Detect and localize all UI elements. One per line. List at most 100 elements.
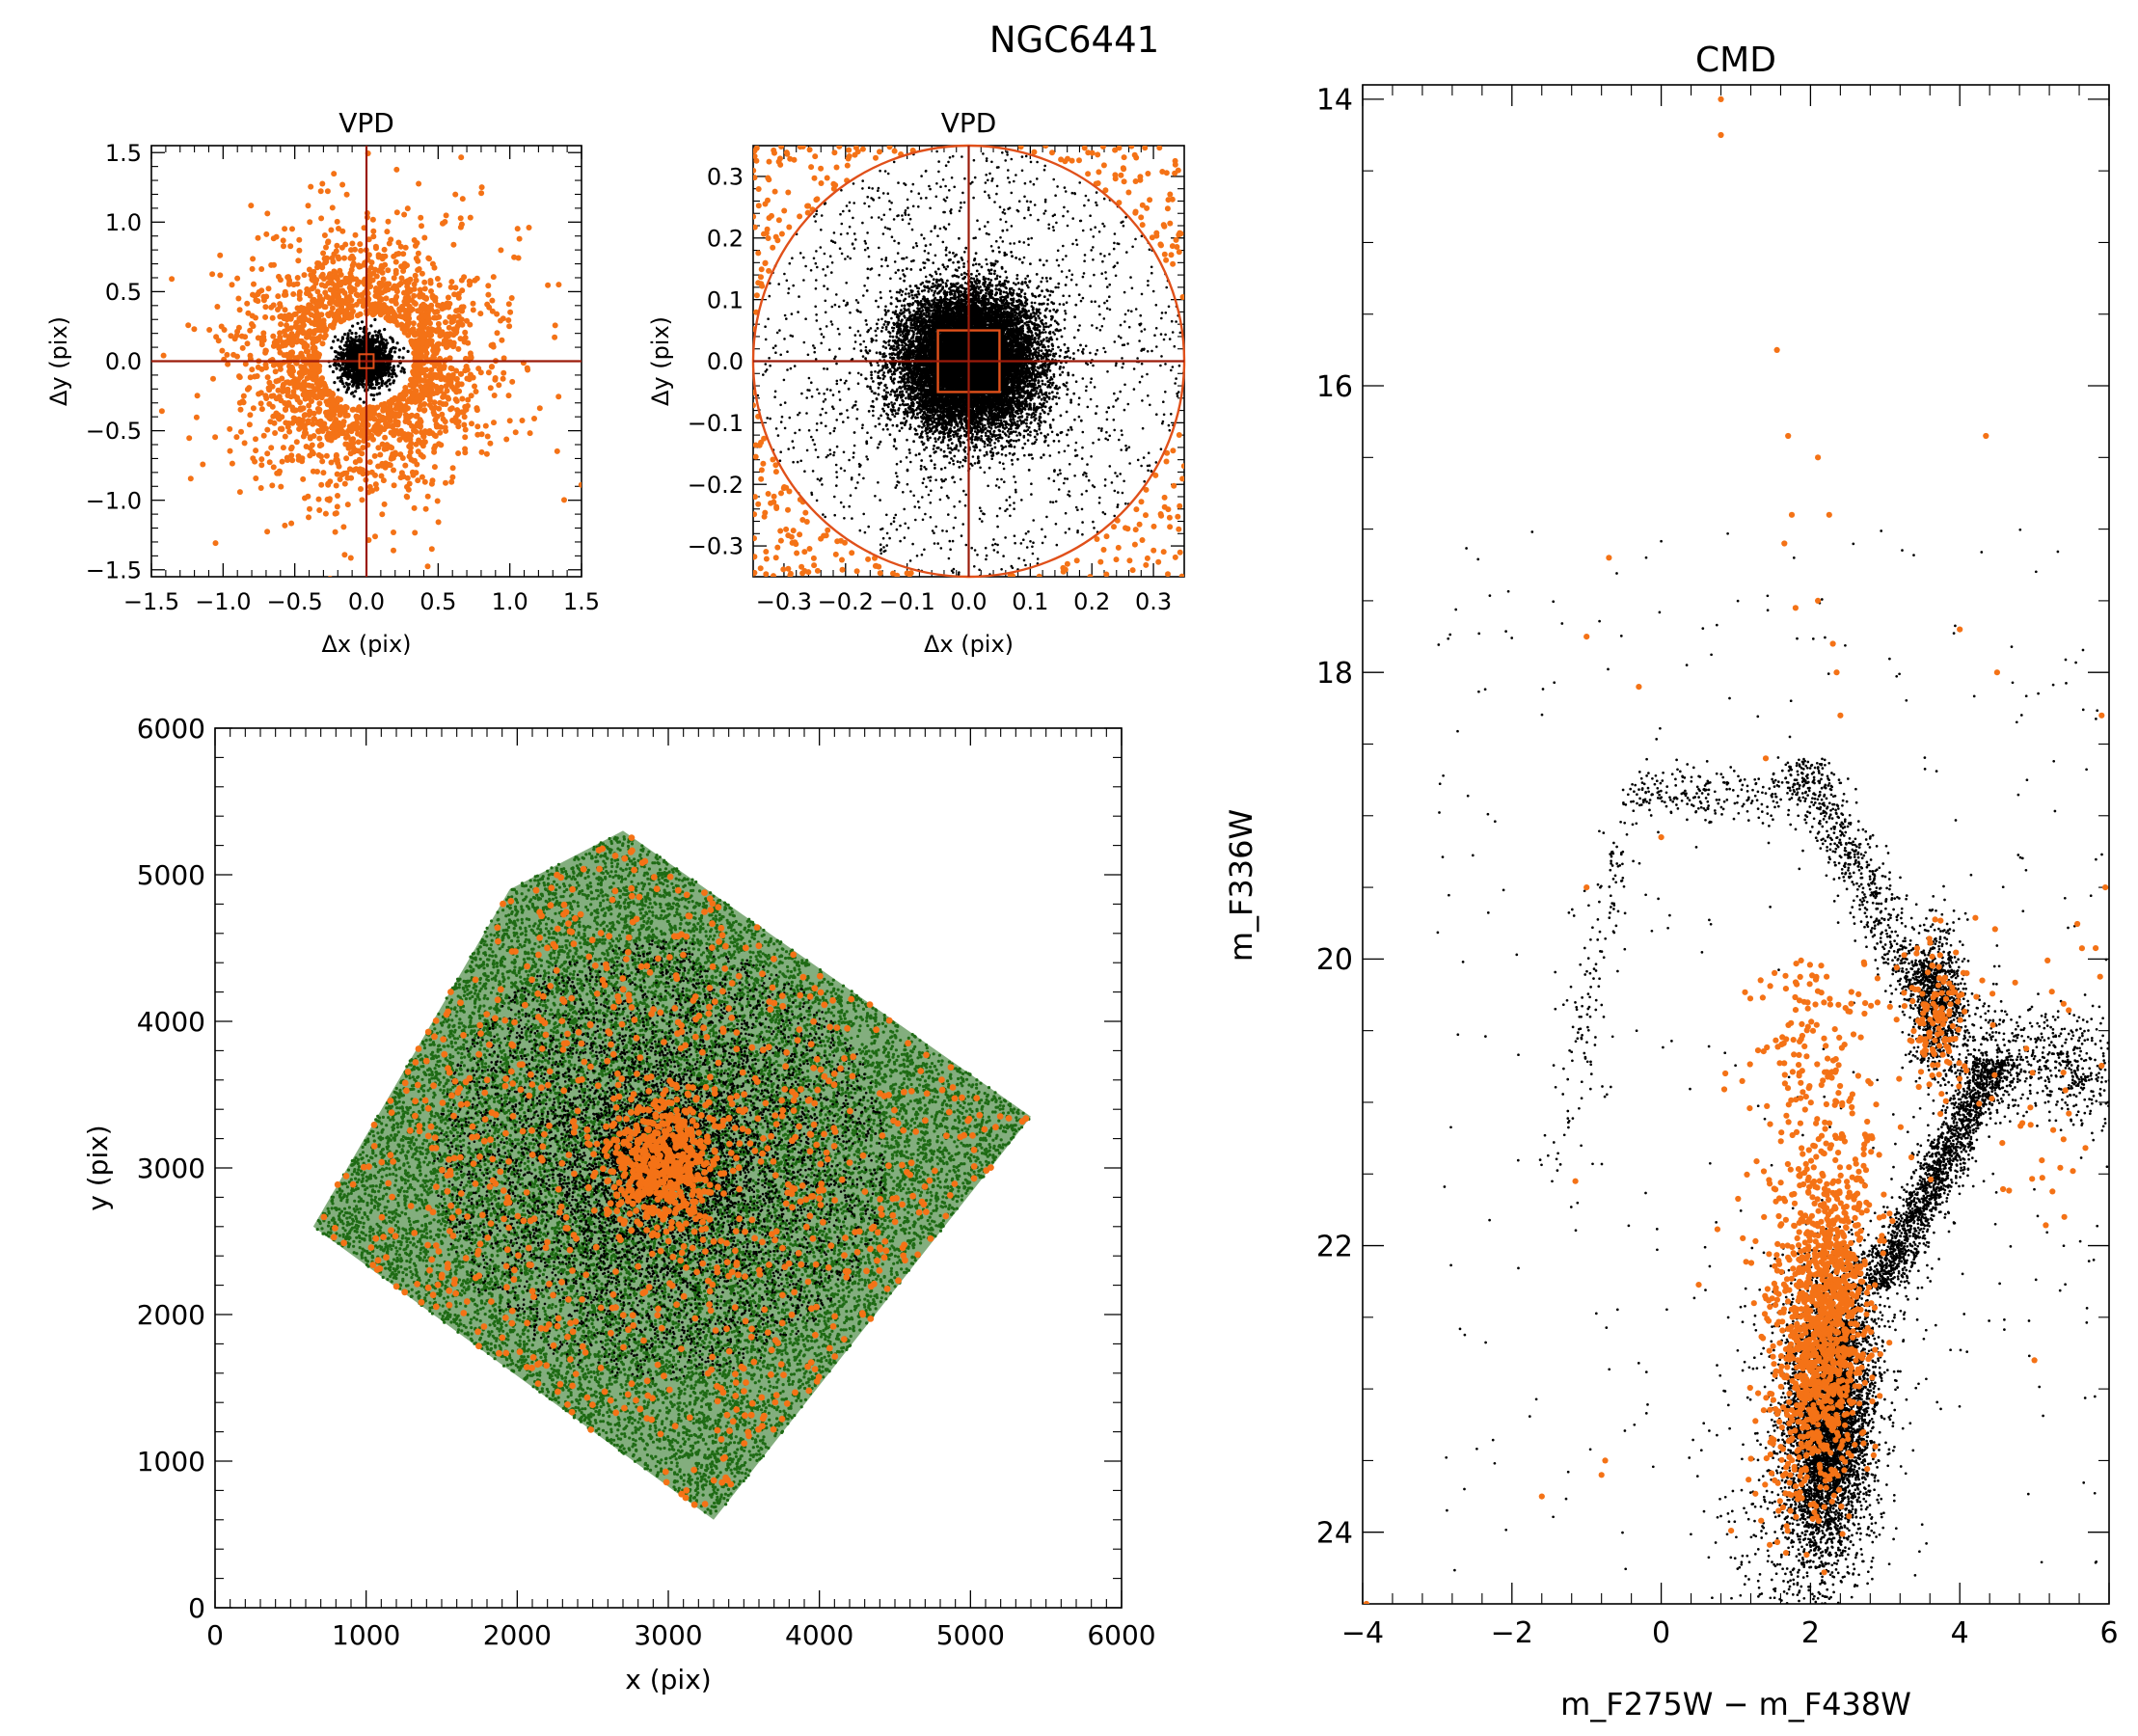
vpd1-member-point (391, 375, 393, 378)
vpd1-member-point (385, 369, 388, 372)
vpd1-member-point (330, 346, 333, 349)
vpd1-member-point (359, 397, 362, 400)
vpd1-member-point (388, 357, 391, 360)
vpd1-member-point (346, 345, 349, 348)
vpd1-member-point (394, 374, 397, 377)
vpd1-member-point (351, 338, 354, 340)
vpd1-member-point (387, 366, 390, 369)
vpd1-member-point (355, 332, 358, 335)
vpd1-member-point (333, 381, 336, 384)
vpd1-member-point (388, 352, 391, 355)
vpd1-member-point (340, 377, 343, 380)
vpd1-xtick-label: −1.5 (123, 588, 179, 615)
vpd1-member-point (376, 356, 379, 359)
vpd1-member-point (335, 350, 338, 353)
vpd1-member-point (337, 376, 339, 379)
vpd1-ytick-label: 0.0 (105, 348, 142, 375)
vpd1-member-point (351, 325, 354, 328)
vpd1-member-point (363, 327, 365, 330)
vpd1-member-point (392, 340, 394, 343)
vpd1-member-point (383, 353, 386, 356)
vpd1-member-point (343, 333, 346, 336)
vpd1-member-point (346, 334, 349, 337)
vpd1-member-point (380, 376, 383, 379)
vpd1-ytick-label: −1.0 (86, 487, 142, 514)
vpd1-member-point (384, 350, 387, 353)
vpd1-member-point (350, 332, 353, 335)
vpd1-member-point (372, 398, 375, 401)
vpd1-member-point (338, 363, 340, 366)
vpd1-member-point (380, 338, 383, 340)
vpd1-member-point (384, 347, 387, 350)
vpd1-member-point (376, 372, 379, 375)
vpd1-member-point (371, 383, 374, 386)
vpd1-member-point (383, 371, 386, 374)
vpd1-member-point (379, 333, 382, 336)
vpd1-member-point (401, 366, 404, 369)
vpd1-ytick-label: 0.5 (105, 279, 142, 306)
vpd1-member-point (379, 340, 382, 343)
vpd1-member-point (329, 365, 332, 367)
vpd1-member-point (388, 378, 391, 381)
vpd1-member-point (356, 339, 359, 342)
vpd1-ytick-label: −1.5 (86, 556, 142, 583)
vpd1-member-point (407, 350, 410, 353)
vpd1-member-point (339, 339, 342, 342)
vpd1-member-point (389, 383, 392, 386)
vpd1-xtick-label: −0.5 (267, 588, 323, 615)
vpd1-member-point (351, 347, 354, 350)
vpd1-member-point (378, 330, 381, 333)
vpd1-member-point (359, 327, 362, 330)
vpd1-member-point (370, 387, 373, 390)
vpd1-ytick-label: 1.5 (105, 140, 142, 167)
vpd1-ytick-label: 1.0 (105, 209, 142, 236)
vpd1-member-point (378, 343, 381, 346)
vpd1-member-point (385, 339, 388, 341)
vpd1-member-point (397, 356, 400, 359)
vpd1-member-point (374, 330, 377, 333)
vpd1-member-point (378, 392, 381, 394)
vpd1-member-point (333, 364, 336, 366)
vpd1-member-point (402, 347, 405, 350)
vpd1-member-point (346, 339, 349, 342)
vpd1-member-point (385, 381, 388, 384)
vpd1-member-point (392, 379, 395, 382)
vpd1-member-point (361, 347, 364, 350)
vpd1-member-point (372, 393, 375, 396)
vpd1-points (16, 89, 675, 714)
vpd1-member-point (351, 385, 354, 388)
vpd1-member-point (386, 385, 389, 388)
vpd1-member-point (371, 378, 374, 381)
vpd1-member-point (375, 334, 378, 337)
vpd1-member-point (355, 336, 358, 339)
vpd1-member-point (381, 349, 384, 352)
vpd1-ytick-label: −0.5 (86, 418, 142, 445)
vpd1-member-point (391, 338, 393, 340)
vpd1-member-point (337, 339, 339, 341)
vpd1-member-point (379, 353, 382, 356)
vpd1-member-point (378, 387, 381, 390)
vpd1-member-point (375, 383, 378, 386)
vpd1-member-point (345, 391, 348, 393)
figure-title: NGC6441 (989, 19, 1159, 61)
vpd1-member-point (354, 390, 357, 393)
vpd1-xtick-label: 1.0 (492, 588, 528, 615)
vpd1-xtick-label: 0.0 (348, 588, 385, 615)
vpd1-member-point (372, 340, 375, 343)
vpd1-member-point (361, 320, 364, 323)
vpd1-member-point (339, 347, 342, 350)
vpd1-member-point (334, 336, 337, 339)
vpd1-member-point (393, 350, 396, 353)
vpd1-member-point (343, 385, 346, 388)
vpd1-member-point (354, 343, 357, 346)
vpd1-member-point (381, 368, 384, 371)
vpd1-member-point (349, 342, 352, 345)
vpd1-member-point (373, 318, 376, 321)
vpd1-member-point (356, 322, 359, 325)
vpd1-member-point (394, 346, 397, 349)
vpd1-member-point (332, 370, 335, 373)
vpd1-member-point (332, 339, 335, 342)
vpd1-member-point (369, 324, 372, 327)
vpd1-title: VPD (338, 107, 394, 139)
vpd1-member-point (336, 367, 338, 370)
